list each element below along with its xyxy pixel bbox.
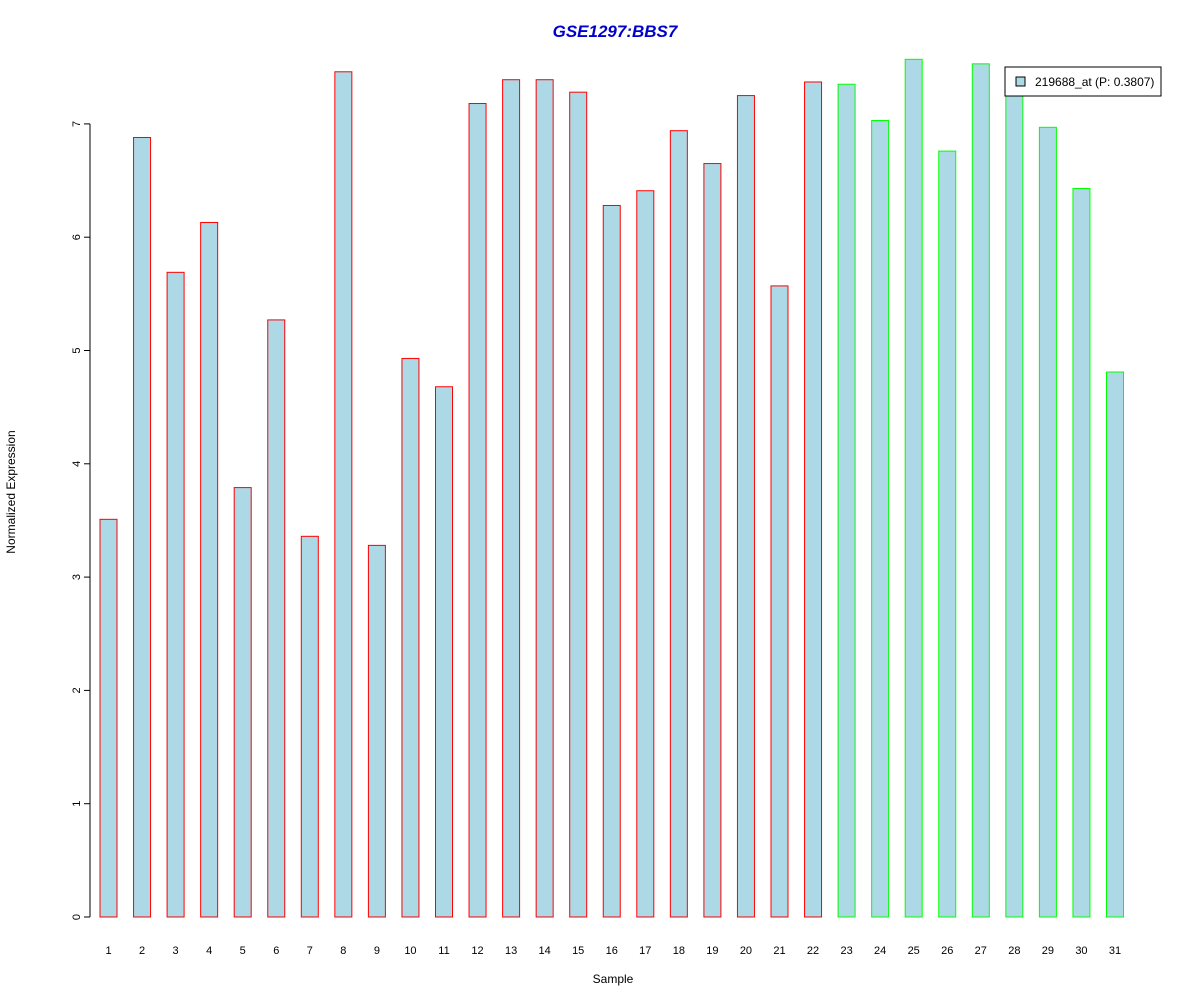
bar — [300, 535, 319, 918]
x-tick-label: 12 — [471, 945, 483, 957]
bar — [1106, 371, 1124, 918]
x-tick-label: 24 — [874, 945, 886, 957]
bar — [770, 285, 789, 918]
bar — [401, 357, 420, 918]
x-tick-label: 14 — [539, 945, 551, 957]
x-tick-label: 11 — [438, 945, 449, 957]
y-axis: 0 1 2 3 4 5 6 7 — [71, 121, 91, 920]
legend-swatch — [1015, 76, 1026, 87]
x-tick-label: 21 — [773, 945, 785, 957]
bar — [535, 79, 554, 918]
bar — [233, 487, 252, 918]
x-tick-label: 10 — [404, 945, 416, 957]
x-tick-label: 4 — [206, 945, 212, 957]
chart-title: GSE1297:BBS7 — [553, 22, 679, 41]
y-tick-label: 4 — [71, 461, 83, 467]
bar — [133, 136, 152, 918]
bar — [502, 79, 521, 918]
bar — [367, 544, 386, 918]
x-tick-label: 3 — [173, 945, 179, 957]
x-tick-label: 5 — [240, 945, 246, 957]
bar — [736, 95, 755, 918]
bar — [837, 83, 856, 918]
bar — [99, 518, 118, 918]
x-tick-label: 25 — [908, 945, 920, 957]
bar — [267, 319, 286, 918]
bar — [703, 163, 722, 918]
bar — [1072, 187, 1091, 918]
x-tick-label: 29 — [1042, 945, 1054, 957]
bar — [938, 150, 957, 918]
y-tick-label: 0 — [71, 914, 83, 920]
x-tick-label: 15 — [572, 945, 584, 957]
y-tick-label: 3 — [71, 574, 83, 580]
x-tick-label: 20 — [740, 945, 752, 957]
bar — [334, 71, 353, 918]
x-tick-label: 27 — [975, 945, 987, 957]
bar — [669, 130, 688, 918]
x-tick-label: 18 — [673, 945, 685, 957]
y-tick-label: 5 — [71, 347, 83, 353]
x-tick-label: 13 — [505, 945, 517, 957]
x-tick-label: 22 — [807, 945, 819, 957]
x-tick-labels: 1 2 3 4 5 6 7 8 9 10 11 12 13 14 15 16 17 18 19 20 21 22 23 24 2… — [105, 945, 1121, 957]
y-axis-label: Normalized Expression — [4, 430, 18, 553]
bar — [971, 63, 990, 918]
x-tick-label: 16 — [606, 945, 618, 957]
bar — [1038, 126, 1057, 918]
y-tick-label: 1 — [71, 801, 83, 807]
y-tick-label: 6 — [71, 234, 83, 240]
x-tick-label: 9 — [374, 945, 380, 957]
x-tick-label: 19 — [706, 945, 718, 957]
x-tick-label: 23 — [840, 945, 852, 957]
y-tick-label: 2 — [71, 687, 83, 693]
legend-box — [1004, 66, 1162, 97]
bar — [602, 204, 621, 918]
x-tick-label: 26 — [941, 945, 953, 957]
bar — [200, 221, 219, 918]
x-tick-label: 1 — [105, 945, 111, 957]
bar — [166, 271, 185, 918]
legend: 219688_at (P: 0.3807) — [1004, 66, 1162, 97]
bar — [468, 103, 487, 918]
bar — [871, 120, 890, 918]
bar — [904, 58, 923, 918]
bar — [435, 386, 453, 918]
x-tick-label: 2 — [139, 945, 145, 957]
x-tick-label: 6 — [273, 945, 279, 957]
bar — [804, 81, 823, 918]
x-tick-label: 17 — [639, 945, 651, 957]
x-tick-label: 28 — [1008, 945, 1020, 957]
x-tick-label: 7 — [307, 945, 313, 957]
bar — [636, 190, 655, 918]
x-tick-label: 30 — [1075, 945, 1087, 957]
x-axis-label: Sample — [593, 972, 634, 986]
legend-label: 219688_at (P: 0.3807) — [1035, 75, 1154, 89]
bar — [569, 91, 588, 918]
y-tick-label: 7 — [71, 121, 83, 127]
x-tick-label: 8 — [340, 945, 346, 957]
x-tick-label: 31 — [1109, 945, 1121, 957]
bars-group — [99, 58, 1124, 918]
bar — [1005, 92, 1024, 918]
